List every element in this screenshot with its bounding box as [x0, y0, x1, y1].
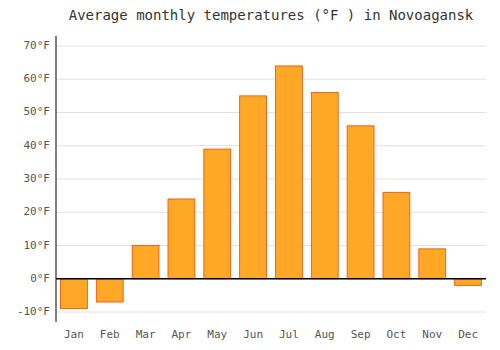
x-tick-label: Nov [422, 328, 442, 341]
x-tick-label: May [207, 328, 227, 341]
y-tick-label: 50°F [24, 105, 51, 118]
bar [383, 192, 410, 278]
y-tick-label: 30°F [24, 172, 51, 185]
bar [275, 66, 302, 279]
y-tick-label: 60°F [24, 72, 51, 85]
bar [132, 246, 159, 279]
y-tick-label: -10°F [17, 305, 50, 318]
x-tick-label: Jul [279, 328, 299, 341]
x-tick-label: Jan [64, 328, 84, 341]
x-tick-label: Aug [315, 328, 335, 341]
x-tick-label: Jun [243, 328, 263, 341]
x-tick-labels: Jan Feb Mar Apr May Jun Jul Aug Sep Oct Nov Dec [64, 328, 478, 341]
title: Average monthly temperatures (°F ) in No… [69, 7, 474, 23]
grid [56, 46, 486, 312]
bar [204, 149, 231, 279]
x-tick-label: Feb [100, 328, 120, 341]
bar [311, 93, 338, 279]
y-axis-line [56, 36, 57, 322]
x-tick-label: Oct [386, 328, 406, 341]
grid-line [56, 245, 486, 246]
y-tick-label: 70°F [24, 39, 51, 52]
y-tick-labels: -10°F 0°F 10°F 20°F 30°F 40°F 50°F 60°F 70°F [17, 39, 50, 318]
x-tick-label: Sep [351, 328, 371, 341]
grid-line [56, 278, 486, 279]
x-tick-label: Apr [171, 328, 191, 341]
bar [419, 249, 446, 279]
grid-line [56, 112, 486, 113]
bar [168, 199, 195, 279]
bar [60, 279, 87, 309]
x-tick-label: Dec [458, 328, 478, 341]
y-tick-label: 10°F [24, 239, 51, 252]
grid-line [56, 45, 486, 46]
y-tick-label: 0°F [30, 272, 50, 285]
grid-line [56, 179, 486, 180]
grid-line [56, 145, 486, 146]
bar [96, 279, 123, 302]
bars [60, 66, 481, 309]
grid-line [56, 212, 486, 213]
grid-line [56, 79, 486, 80]
chart: Average monthly temperatures (°F ) in No… [0, 0, 500, 350]
zero-line [56, 278, 486, 280]
x-tick-label: Mar [136, 328, 156, 341]
y-tick-label: 20°F [24, 205, 51, 218]
bar [455, 279, 482, 286]
grid-line [56, 312, 486, 313]
bar [240, 96, 267, 279]
y-tick-label: 40°F [24, 139, 51, 152]
bar [347, 126, 374, 279]
